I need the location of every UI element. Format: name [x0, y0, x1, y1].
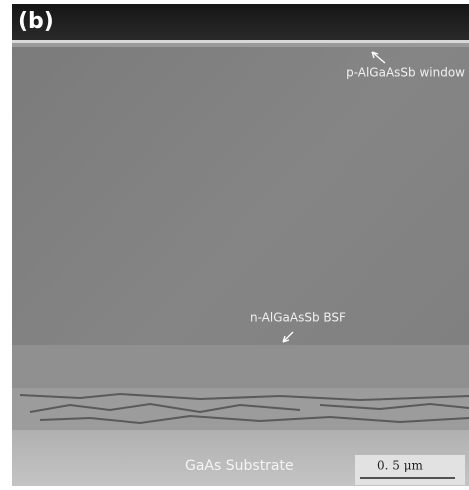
annotation: GaAs Substrate	[185, 458, 294, 474]
scale-bar-label: 0. 5 μm	[377, 459, 424, 473]
top-dark-region	[12, 4, 469, 40]
panel-label: (b)	[18, 9, 54, 34]
defect-layer	[12, 388, 469, 430]
annotation: p-AlGaAsSb window	[346, 66, 465, 80]
window-layer-edge	[12, 43, 469, 47]
bsf-layer	[12, 345, 469, 390]
annotation: n-AlGaAsSb BSF	[250, 311, 346, 325]
page: {"panel_label": "(b)", "annotations": {"…	[0, 0, 469, 490]
window-layer	[12, 40, 469, 43]
micrograph: (b) p-AlGaAsSb window n-AlGaAsSb BSF GaA…	[0, 0, 469, 490]
